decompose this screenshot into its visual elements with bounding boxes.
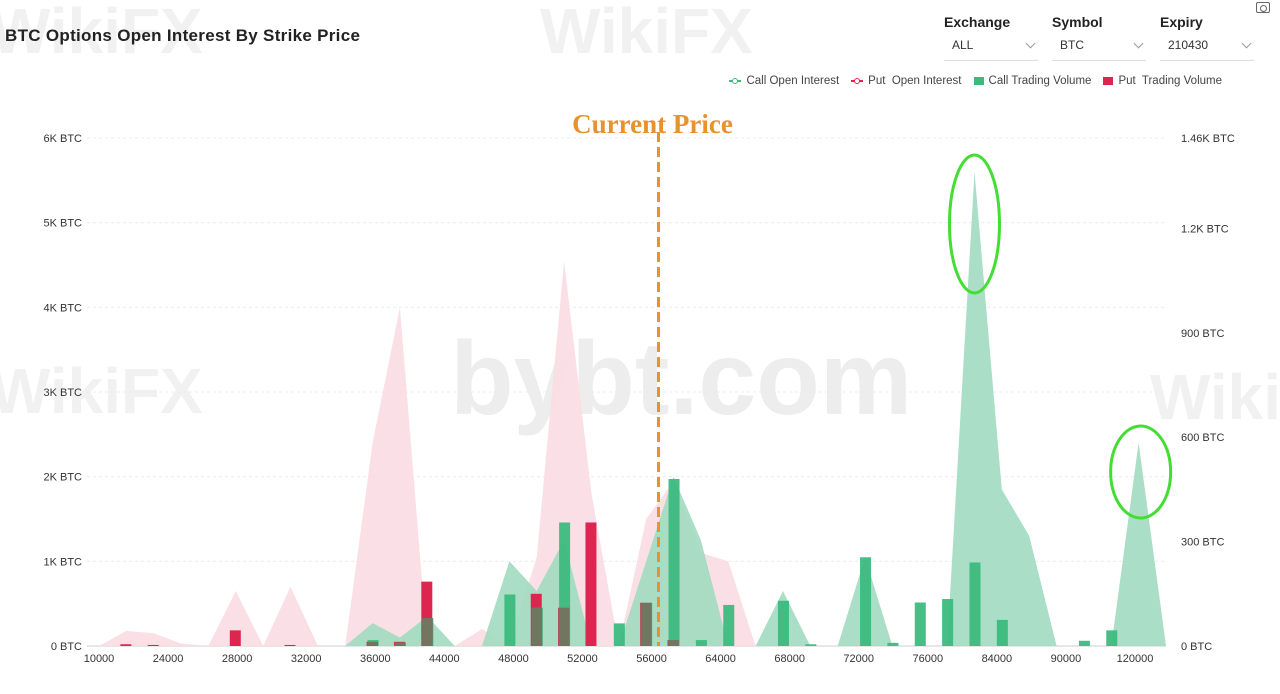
legend-label: Call Trading Volume [988,75,1092,87]
put-volume-bar [229,630,241,646]
call-volume-bar [805,644,817,646]
x-tick-label: 10000 [84,653,115,665]
legend-line-marker [729,78,742,84]
legend-label: Put Open Interest [868,75,962,87]
legend-label: Put Trading Volume [1118,75,1222,87]
y-left-tick-label: 3K BTC [43,387,82,399]
call-volume-bar [969,562,981,646]
symbol-label: Symbol [1052,14,1103,30]
y-right-tick-label: 0 BTC [1181,641,1212,653]
put-volume-bar [585,522,597,646]
y-right-tick-label: 900 BTC [1181,328,1224,340]
x-tick-label: 48000 [498,653,529,665]
call-volume-bar [613,623,625,646]
put-open-interest-area [99,260,1166,646]
put-volume-bar [120,644,132,646]
x-tick-label: 24000 [153,653,184,665]
symbol-select-group: Symbol BTC [1052,14,1146,61]
overlap-volume-bar [640,602,652,646]
x-tick-label: 90000 [1051,653,1082,665]
overlap-volume-bar [668,640,680,646]
x-tick-label: 120000 [1117,653,1154,665]
legend-label: Call Open Interest [746,75,840,87]
symbol-value: BTC [1060,38,1084,52]
y-left-tick-label: 2K BTC [43,472,82,484]
call-volume-bar [996,619,1008,646]
call-volume-bar [1078,640,1090,646]
y-left-tick-label: 6K BTC [43,133,82,145]
overlap-volume-bar [531,607,543,646]
x-tick-label: 28000 [222,653,253,665]
call-volume-bar [1106,630,1118,646]
call-volume-bar [914,602,926,646]
y-left-tick-label: 4K BTC [43,302,82,314]
call-volume-bar [668,478,680,646]
y-right-tick-label: 600 BTC [1181,432,1224,444]
overlap-volume-bar [558,607,570,646]
y-right-tick-label: 1.2K BTC [1181,223,1229,235]
x-tick-label: 68000 [774,653,805,665]
y-left-tick-label: 0 BTC [51,641,82,653]
expiry-select-group: Expiry 210430 [1160,14,1254,61]
x-tick-label: 56000 [636,653,667,665]
exchange-select[interactable]: ALL [944,38,1038,61]
legend-call-trading-volume[interactable]: Call Trading Volume [973,75,1092,87]
x-tick-label: 32000 [291,653,322,665]
call-volume-bar [860,557,872,646]
legend-put-trading-volume[interactable]: Put Trading Volume [1103,75,1222,87]
call-volume-bar [504,594,516,646]
legend-call-open-interest[interactable]: Call Open Interest [729,75,839,87]
put-volume-bar [421,581,433,646]
overlap-volume-bar [394,642,406,646]
x-tick-label: 44000 [429,653,460,665]
y-left-tick-label: 1K BTC [43,556,82,568]
call-open-interest-area [99,171,1166,646]
expiry-label: Expiry [1160,14,1203,30]
exchange-select-group: Exchange ALL [944,14,1038,61]
expiry-value: 210430 [1168,38,1209,52]
exchange-label: Exchange [944,14,1011,30]
x-tick-label: 36000 [360,653,391,665]
put-volume-bar [284,644,296,646]
chart-legend: Call Open Interest Put Open Interest Cal… [729,75,1222,87]
y-right-tick-label: 1.46K BTC [1181,133,1235,145]
call-volume-bar [777,600,789,646]
overlap-volume-bar [421,618,433,646]
y-right-tick-label: 300 BTC [1181,537,1224,549]
symbol-select[interactable]: BTC [1052,38,1146,61]
x-tick-label: 84000 [982,653,1013,665]
x-tick-label: 64000 [705,653,736,665]
call-volume-bar [559,522,571,646]
put-volume-bar [147,644,159,646]
y-left-tick-label: 5K BTC [43,218,82,230]
overlap-volume-bar [367,641,379,646]
exchange-value: ALL [952,38,974,52]
highlight-ellipse [1109,424,1173,520]
expiry-select[interactable]: 210430 [1160,38,1254,61]
highlight-ellipse [947,153,1001,295]
camera-icon[interactable] [1256,2,1270,13]
legend-line-marker [851,78,864,84]
legend-bar-marker [1103,77,1114,85]
call-volume-bar [695,640,707,646]
page-title: BTC Options Open Interest By Strike Pric… [5,26,361,45]
call-volume-bar [942,599,954,646]
x-tick-label: 76000 [913,653,944,665]
x-tick-label: 72000 [843,653,874,665]
call-volume-bar [723,604,735,646]
x-tick-label: 52000 [567,653,598,665]
legend-put-open-interest[interactable]: Put Open Interest [851,75,962,87]
filter-controls: Exchange ALL Symbol BTC Expiry 210430 [944,14,1254,61]
current-price-label: Current Price [572,109,733,139]
call-volume-bar [887,642,899,646]
legend-bar-marker [973,77,984,85]
